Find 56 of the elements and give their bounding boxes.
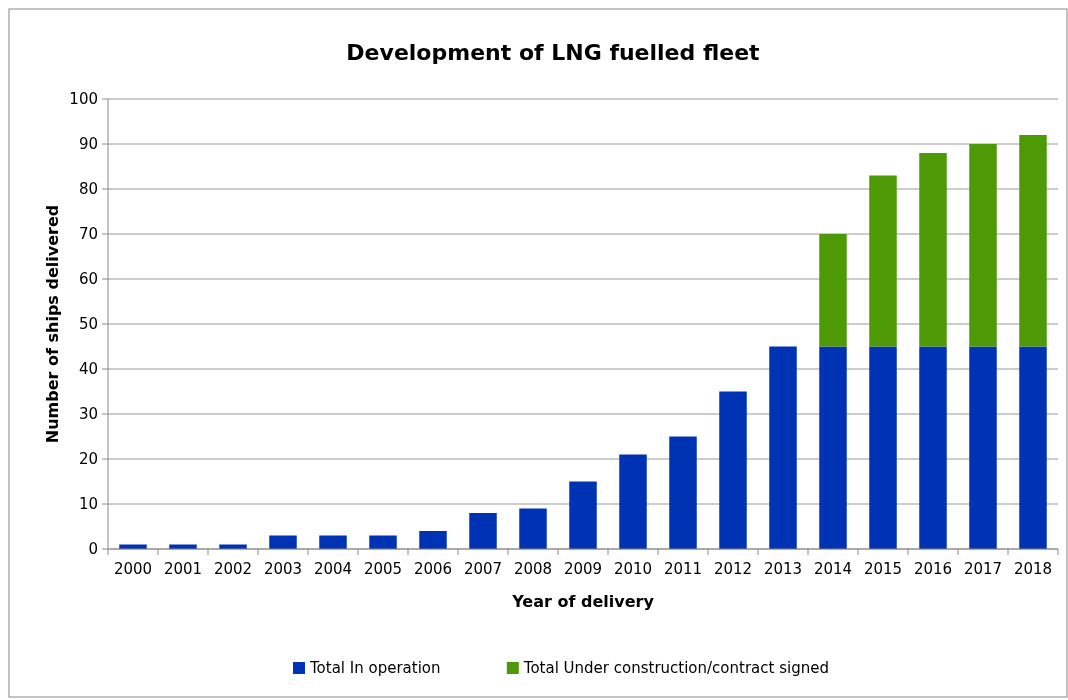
x-tick-label: 2001 [163,560,203,578]
bar [769,346,797,549]
x-tick-label: 2018 [1013,560,1053,578]
y-tick-label: 40 [78,360,98,379]
x-tick-label: 2003 [263,560,303,578]
x-tick-label: 2013 [763,560,803,578]
bar [319,535,347,549]
bar [1019,346,1047,549]
legend-label: Total In operation [309,659,441,677]
bar [569,481,597,549]
y-tick-label: 70 [78,225,98,244]
y-tick-label: 60 [78,270,98,289]
bar [519,508,547,549]
x-tick-label: 2009 [563,560,603,578]
y-axis-title: Number of ships delivered [43,204,62,444]
bar [819,234,847,347]
bar [869,346,897,549]
bar [1019,135,1047,347]
x-tick-label: 2000 [113,560,153,578]
bar [869,175,897,347]
bar [719,391,747,549]
x-tick-label: 2008 [513,560,553,578]
x-tick-label: 2012 [713,560,753,578]
bar [669,436,697,549]
x-tick-label: 2016 [913,560,953,578]
chart-title: Development of LNG fuelled fleet [346,40,761,65]
x-tick-label: 2002 [213,560,253,578]
y-tick-label: 50 [78,315,98,334]
bar [619,454,647,549]
x-tick-label: 2006 [413,560,453,578]
bar [369,535,397,549]
bar [969,144,997,347]
bar [919,153,947,347]
x-tick-label: 2011 [663,560,703,578]
y-tick-label: 0 [88,540,98,559]
bar [419,531,447,549]
x-tick-label: 2005 [363,560,403,578]
x-tick-label: 2007 [463,560,503,578]
bar [469,513,497,549]
y-tick-label: 30 [78,405,98,424]
y-tick-label: 80 [78,180,98,199]
y-tick-label: 10 [78,495,98,514]
legend-label: Total Under construction/contract signed [522,659,829,677]
bar [919,346,947,549]
x-axis-title: Year of delivery [511,592,655,611]
y-tick-label: 20 [78,450,98,469]
y-tick-label: 100 [69,90,98,109]
bar [819,346,847,549]
x-tick-label: 2010 [613,560,653,578]
x-tick-label: 2004 [313,560,353,578]
x-tick-label: 2017 [963,560,1003,578]
bar [969,346,997,549]
x-tick-label: 2014 [813,560,853,578]
bar [269,535,297,549]
x-tick-label: 2015 [863,560,903,578]
y-tick-label: 90 [78,135,98,154]
